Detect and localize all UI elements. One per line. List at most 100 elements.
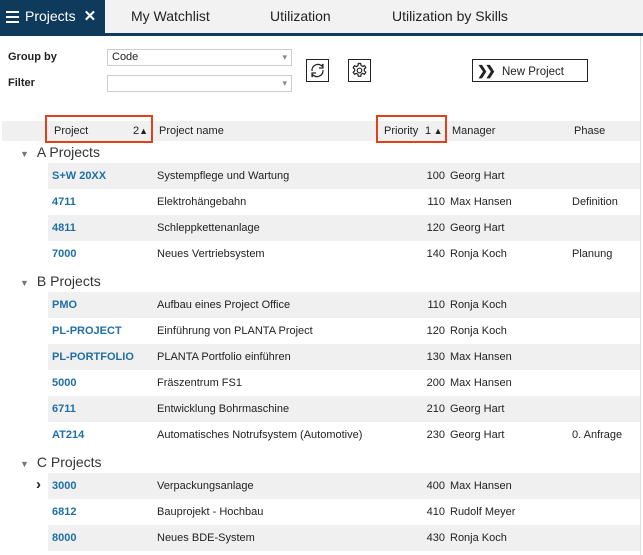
project-name: Aufbau eines Project Office <box>157 299 291 311</box>
close-icon[interactable]: ✕ <box>83 8 97 25</box>
table-row[interactable]: 6812 Bauprojekt - Hochbau 410 Rudolf Meyer <box>48 499 640 525</box>
phase: Planung <box>572 248 613 260</box>
priority: 110 <box>427 196 445 208</box>
column-header-priority[interactable]: Priority <box>384 125 419 137</box>
filter-label: Filter <box>8 77 35 89</box>
tab-utilization[interactable]: Utilization <box>270 8 331 24</box>
menu-icon[interactable] <box>6 8 19 26</box>
table-row[interactable]: 3000 Verpackungsanlage 400 Max Hansen <box>48 473 640 499</box>
table-header <box>2 121 640 141</box>
project-code-link[interactable]: 6711 <box>52 403 76 415</box>
project-name: Verpackungsanlage <box>157 480 254 492</box>
panel-border <box>640 36 641 555</box>
project-code-link[interactable]: PMO <box>52 299 78 311</box>
project-code-link[interactable]: 4711 <box>52 196 76 208</box>
column-header-name[interactable]: Project name <box>159 125 224 137</box>
project-name: Neues BDE-System <box>157 532 255 544</box>
manager: Georg Hart <box>450 429 505 441</box>
project-code-link[interactable]: PL-PROJECT <box>52 325 122 337</box>
double-chevron-icon: ❯❯ <box>477 63 496 78</box>
project-code-link[interactable]: AT214 <box>52 429 85 441</box>
project-name: Einführung von PLANTA Project <box>157 325 313 337</box>
sort-order: 1 <box>425 125 432 137</box>
tab-projects[interactable]: Projects ✕ <box>0 0 105 33</box>
refresh-icon <box>311 63 324 78</box>
project-name: Bauprojekt - Hochbau <box>157 506 264 518</box>
priority: 100 <box>426 170 445 182</box>
tab-bar: Projects ✕ My Watchlist Utilization Utili… <box>0 0 643 36</box>
table-row[interactable]: 8000 Neues BDE-System 430 Ronja Koch <box>48 525 640 551</box>
tab-my-watchlist[interactable]: My Watchlist <box>131 8 210 24</box>
manager: Rudolf Meyer <box>450 506 516 518</box>
settings-button[interactable] <box>348 59 371 82</box>
column-header-manager[interactable]: Manager <box>452 125 496 137</box>
priority: 120 <box>426 222 445 234</box>
chevron-down-icon[interactable]: ▼ <box>20 278 29 288</box>
group-label: B Projects <box>36 273 101 289</box>
project-name: Fräszentrum FS1 <box>157 377 242 389</box>
project-code-link[interactable]: 5000 <box>52 377 77 389</box>
table-row[interactable]: 4711 Elektrohängebahn 110 Max Hansen Definit… <box>48 189 640 215</box>
manager: Georg Hart <box>450 170 505 182</box>
project-code-link[interactable]: S+W 20XX <box>52 170 107 182</box>
group-by-label: Group by <box>8 51 57 63</box>
group-header[interactable]: ▼ A Projects <box>20 144 100 160</box>
project-name: Schleppkettenanlage <box>157 222 260 234</box>
group-label: C Projects <box>36 454 102 470</box>
chevron-right-icon[interactable]: › <box>36 476 41 493</box>
table-row[interactable]: 5000 Fräszentrum FS1 200 Max Hansen <box>48 370 640 396</box>
table-row[interactable]: PL-PROJECT Einführung von PLANTA Project 1… <box>48 318 640 344</box>
project-name: PLANTA Portfolio einführen <box>157 351 291 363</box>
group-header[interactable]: ▼ B Projects <box>20 273 101 289</box>
group-label: A Projects <box>36 144 100 160</box>
group-by-select[interactable]: Code ▾ <box>107 49 292 66</box>
priority: 140 <box>426 248 445 260</box>
chevron-down-icon: ▾ <box>282 78 287 88</box>
manager: Georg Hart <box>450 403 505 415</box>
phase: 0. Anfrage <box>572 429 623 441</box>
project-name: Elektrohängebahn <box>157 196 247 208</box>
column-header-project[interactable]: Project <box>54 125 89 137</box>
table-row[interactable]: PL-PORTFOLIO PLANTA Portfolio einführen 13… <box>48 344 640 370</box>
project-code-link[interactable]: PL-PORTFOLIO <box>52 351 134 363</box>
tab-utilization-by-skills[interactable]: Utilization by Skills <box>392 8 508 24</box>
filter-select[interactable]: ▾ <box>107 75 292 92</box>
priority: 110 <box>427 299 445 311</box>
project-code-link[interactable]: 4811 <box>52 222 76 234</box>
sort-indicator-priority[interactable]: 1 ▲ <box>425 121 443 141</box>
manager: Ronja Koch <box>450 325 507 337</box>
manager: Ronja Koch <box>450 532 507 544</box>
table-row[interactable]: 4811 Schleppkettenanlage 120 Georg Hart <box>48 215 640 241</box>
group-header[interactable]: ▼ C Projects <box>20 454 102 470</box>
project-name: Systempflege und Wartung <box>157 170 290 182</box>
priority: 210 <box>426 403 445 415</box>
project-name: Entwicklung Bohrmaschine <box>157 403 290 415</box>
priority: 400 <box>426 480 445 492</box>
project-code-link[interactable]: 8000 <box>52 532 77 544</box>
sort-asc-icon: ▲ <box>431 126 443 136</box>
table-row[interactable]: AT214 Automatisches Notrufsystem (Automot… <box>48 422 640 448</box>
table-row[interactable]: PMO Aufbau eines Project Office 110 Ronja K… <box>48 292 640 318</box>
project-code-link[interactable]: 3000 <box>52 480 77 492</box>
sort-indicator-project[interactable]: 2▲ <box>133 121 148 141</box>
column-header-phase[interactable]: Phase <box>574 125 606 137</box>
new-project-button[interactable]: ❯❯ New Project <box>472 59 588 82</box>
chevron-down-icon[interactable]: ▼ <box>20 149 29 159</box>
project-code-link[interactable]: 7000 <box>52 248 77 260</box>
manager: Max Hansen <box>450 377 512 389</box>
table-row[interactable]: 7000 Neues Vertriebsystem 140 Ronja Koch Pla… <box>48 241 640 267</box>
chevron-down-icon[interactable]: ▼ <box>20 459 29 469</box>
tab-label: Projects <box>25 8 76 24</box>
sort-highlight-priority <box>376 115 447 143</box>
table-row[interactable]: 6711 Entwicklung Bohrmaschine 210 Georg Har… <box>48 396 640 422</box>
sort-order: 2 <box>133 125 140 137</box>
priority: 410 <box>426 506 445 518</box>
project-code-link[interactable]: 6812 <box>52 506 77 518</box>
priority: 230 <box>426 429 445 441</box>
group-by-value: Code <box>112 51 139 63</box>
table-row[interactable]: S+W 20XX Systempflege und Wartung 100 Georg… <box>48 163 640 189</box>
sort-asc-icon: ▲ <box>139 126 149 136</box>
refresh-button[interactable] <box>306 59 329 82</box>
priority: 430 <box>426 532 445 544</box>
manager: Georg Hart <box>450 222 505 234</box>
